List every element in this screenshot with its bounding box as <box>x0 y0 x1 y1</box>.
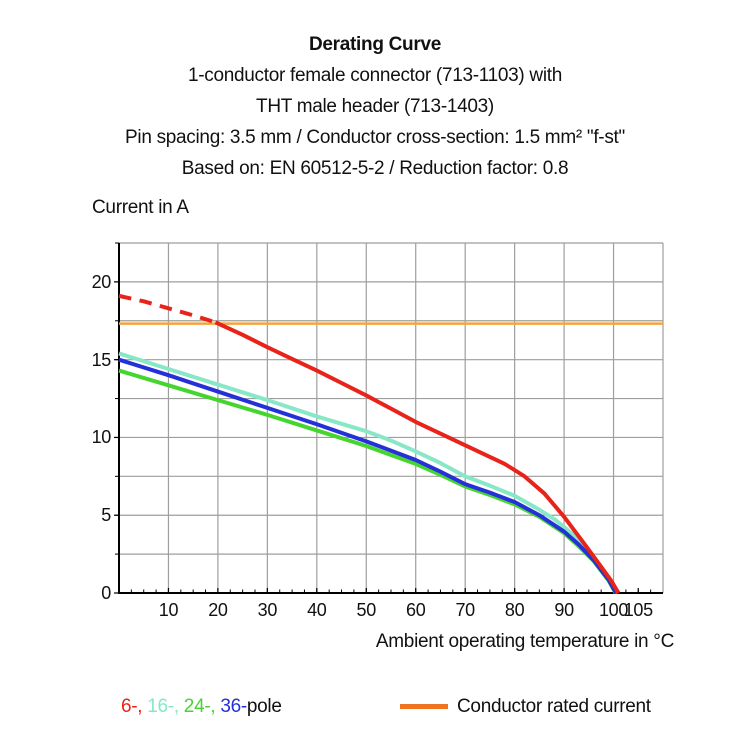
legend-rated-current-swatch <box>400 704 448 709</box>
subtitle-line-3: Pin spacing: 3.5 mm / Conductor cross-se… <box>125 127 625 148</box>
legend-pole-items: 6-, 16-, 24-, 36-pole <box>121 696 282 718</box>
legend-pole-item-24-pole: 24-, <box>183 696 216 717</box>
subtitle-line-2: THT male header (713-1403) <box>256 96 494 117</box>
curve-16-pole <box>118 351 620 594</box>
y-tick-label-20: 20 <box>91 271 112 292</box>
legend-pole-item-36-pole: 36- <box>220 696 247 717</box>
legend-pole-item-16-pole: 16-, <box>147 696 179 717</box>
chart-title: Derating Curve <box>308 34 441 55</box>
y-tick-label-0: 0 <box>101 583 111 603</box>
title-block: Derating Curve 1-conductor female connec… <box>0 29 750 184</box>
legend-row: 6-, 16-, 24-, 36-pole Conductor rated cu… <box>0 696 750 720</box>
legend-rated-current-label: Conductor rated current <box>457 696 651 717</box>
y-tick-label-5: 5 <box>101 505 111 526</box>
subtitle-line-4: Based on: EN 60512-5-2 / Reduction facto… <box>181 158 569 179</box>
x-tick-label-90: 90 <box>554 600 574 620</box>
x-tick-label-70: 70 <box>455 600 475 620</box>
y-axis-title: Current in A <box>92 197 189 218</box>
x-tick-label-80: 80 <box>504 600 525 620</box>
x-tick-label-50: 50 <box>356 600 377 620</box>
y-tick-label-10: 10 <box>91 427 112 448</box>
y-tick-label-15: 15 <box>91 349 112 370</box>
x-tick-label-20: 20 <box>208 600 228 620</box>
chart-area <box>109 238 669 600</box>
x-axis-title: Ambient operating temperature in °C <box>375 631 674 652</box>
x-tick-label-105: 105 <box>623 600 653 620</box>
chart-plot-svg <box>114 242 664 595</box>
x-tick-label-10: 10 <box>158 600 179 620</box>
x-tick-label-30: 30 <box>257 600 278 620</box>
curve-24-pole <box>118 368 618 594</box>
x-tick-label-60: 60 <box>406 600 426 620</box>
x-tick-label-40: 40 <box>307 600 327 620</box>
x-tick-label-100: 100 <box>598 600 629 620</box>
curve-6-pole-dashed <box>118 293 217 325</box>
curve-6-pole <box>214 320 621 595</box>
legend-pole-suffix: pole <box>246 696 282 717</box>
legend-pole-item-6-pole: 6-, <box>121 696 143 717</box>
subtitle-line-1: 1-conductor female connector (713-1103) … <box>187 65 563 86</box>
curve-36-pole <box>118 357 618 594</box>
